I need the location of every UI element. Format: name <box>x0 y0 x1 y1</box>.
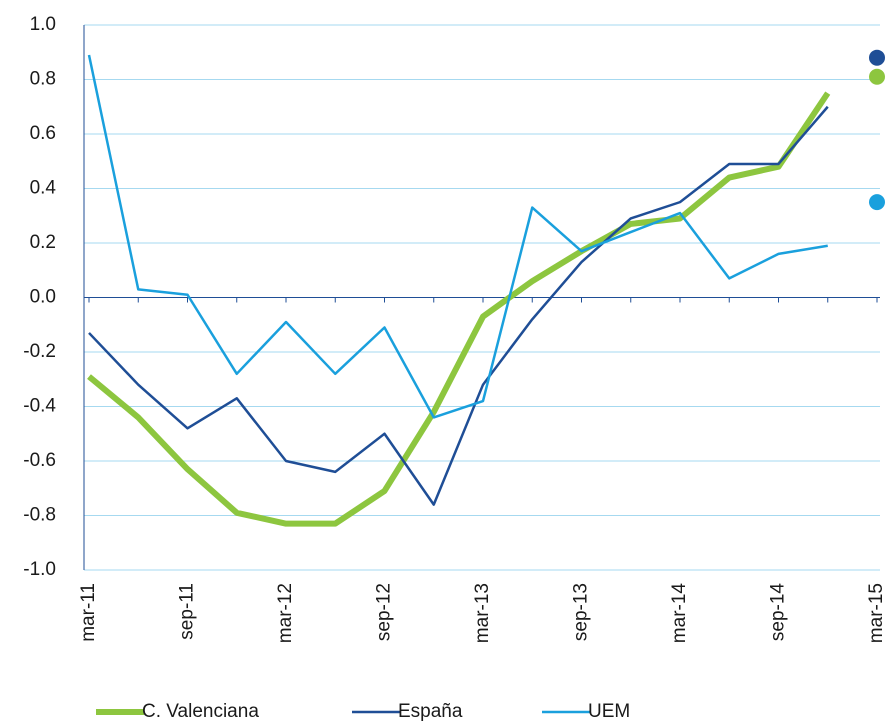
series-line <box>87 54 828 419</box>
x-tick-label: sep-12 <box>374 583 395 641</box>
forecast-point <box>869 194 885 211</box>
forecast-point <box>869 49 885 66</box>
legend-label: UEM <box>588 701 630 722</box>
x-tick-label: mar-14 <box>669 583 690 644</box>
y-tick-label: 0.2 <box>30 232 56 253</box>
series-line <box>88 105 829 506</box>
x-tick-label: sep-14 <box>768 583 789 642</box>
x-tick-label: mar-15 <box>866 583 887 643</box>
y-tick-label: 0.8 <box>30 69 56 90</box>
x-tick-label: sep-13 <box>571 583 592 641</box>
legend-label: C. Valenciana <box>142 701 259 722</box>
x-tick-label: mar-13 <box>472 583 493 643</box>
forecast-point <box>869 68 885 85</box>
y-tick-label: -0.8 <box>23 505 56 526</box>
series-line <box>87 91 831 527</box>
y-tick-label: 1.0 <box>30 14 56 35</box>
y-tick-label: 0.6 <box>30 123 56 144</box>
y-tick-label: -0.4 <box>23 396 56 417</box>
x-tick-label: mar-12 <box>275 583 296 643</box>
x-tick-label: mar-11 <box>78 583 99 642</box>
y-tick-label: 0.0 <box>30 287 56 308</box>
y-tick-label: -1.0 <box>23 559 56 580</box>
y-tick-label: -0.6 <box>23 450 56 471</box>
legend-label: España <box>398 701 463 722</box>
y-tick-label: -0.2 <box>23 341 56 362</box>
x-tick-label: sep-11 <box>177 583 198 640</box>
y-tick-label: 0.4 <box>30 178 57 199</box>
